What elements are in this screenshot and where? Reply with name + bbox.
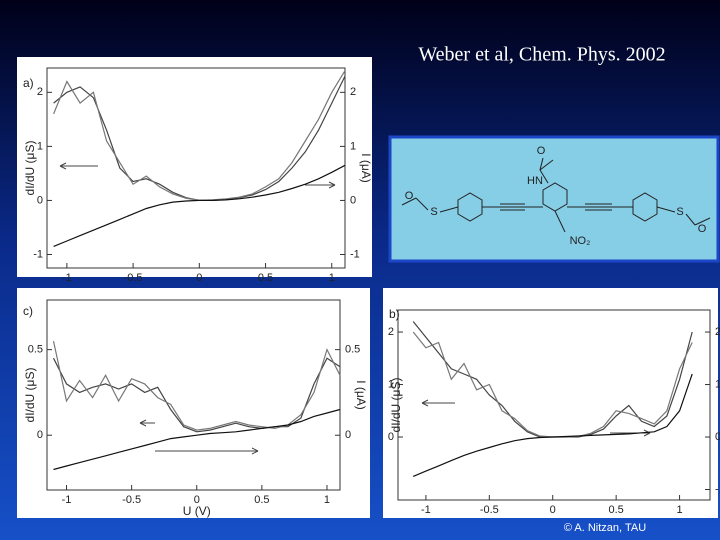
y2-tick-label: 1 <box>715 378 720 390</box>
x-tick-label: -0.5 <box>480 504 499 516</box>
panel-label: b) <box>389 307 400 321</box>
x-tick-label: 0 <box>194 494 200 506</box>
y2-axis-label: I (μA) <box>354 380 368 410</box>
atom-label: O <box>537 145 546 157</box>
credit: © A. Nitzan, TAU <box>564 522 646 534</box>
y2-tick-label: 0 <box>715 431 720 443</box>
y-tick-label: 0 <box>37 429 43 441</box>
x-tick-label: 1 <box>324 494 330 506</box>
y2-axis-label: I (μA) <box>359 153 373 183</box>
panel-background <box>17 57 372 277</box>
y2-tick-label: 2 <box>715 326 720 338</box>
panel-label: a) <box>23 76 34 90</box>
arrow-head <box>251 447 259 455</box>
x-tick-label: -0.5 <box>122 494 141 506</box>
data-line <box>52 340 341 431</box>
y-tick-label: 0 <box>37 194 43 206</box>
molecule-box <box>388 135 720 263</box>
plot-frame <box>397 309 711 501</box>
arrow-head <box>139 419 147 427</box>
y2-tick-label: 0 <box>350 194 356 206</box>
atom-label: O <box>405 190 414 202</box>
y-tick-label: 0.5 <box>28 344 43 356</box>
atom-label: S <box>430 206 437 218</box>
y-tick-label: 2 <box>37 86 43 98</box>
molecule-panel: O HN O S S O NO₂ <box>388 135 720 263</box>
y-tick-label: 1 <box>37 140 43 152</box>
atom-label: HN <box>527 175 543 187</box>
data-line <box>412 373 693 477</box>
arrow-head <box>421 399 429 407</box>
y2-tick-label: 0.5 <box>345 344 360 356</box>
atom-label: S <box>676 206 683 218</box>
y-axis-label: dI/dU (μS) <box>23 141 37 196</box>
data-line <box>53 408 341 471</box>
y-axis-label: dI/dU (μS) <box>23 368 37 423</box>
y2-tick-label: 2 <box>350 86 356 98</box>
plot-frame <box>46 299 341 491</box>
y2-tick-label: -1 <box>350 248 360 260</box>
x-tick-label: 0.5 <box>254 494 269 506</box>
x-tick-label: 0.5 <box>608 504 623 516</box>
x-tick-label: 0 <box>196 272 202 284</box>
plot-frame <box>46 67 346 269</box>
x-tick-label: -1 <box>421 504 431 516</box>
x-tick-label: -1 <box>62 272 72 284</box>
molecule-bonds <box>401 157 711 233</box>
atom-label: O <box>698 223 707 235</box>
x-tick-label: 0.5 <box>258 272 273 284</box>
data-line <box>53 164 346 247</box>
x-tick-label: -1 <box>62 494 72 506</box>
x-tick-label: 1 <box>676 504 682 516</box>
x-axis-label: U (V) <box>183 504 211 518</box>
y-tick-label: 1 <box>388 378 394 390</box>
x-tick-label: 0 <box>550 504 556 516</box>
y2-tick-label: 1 <box>350 140 356 152</box>
panel-background <box>17 288 370 518</box>
arrow-head <box>328 181 336 189</box>
slide-title: Weber et al, Chem. Phys. 2002 <box>418 44 665 66</box>
y-tick-label: -1 <box>33 248 43 260</box>
panel-label: c) <box>23 304 33 318</box>
atom-label: NO₂ <box>570 235 591 247</box>
y-tick-label: 2 <box>388 326 394 338</box>
x-tick-label: 1 <box>329 272 335 284</box>
y2-tick-label: 0 <box>345 429 351 441</box>
x-tick-label: -0.5 <box>124 272 143 284</box>
y-tick-label: 0 <box>388 431 394 443</box>
y2-tick-label: -1 <box>715 483 720 495</box>
y-axis-label: dI/dU (μS) <box>389 378 403 433</box>
chart-panel: -1 -0.5 0 0.5 1 0 0.5 0 0.5 c) dI/dU (μS) I (μA) U (… <box>17 288 370 518</box>
arrow-head <box>59 162 67 170</box>
